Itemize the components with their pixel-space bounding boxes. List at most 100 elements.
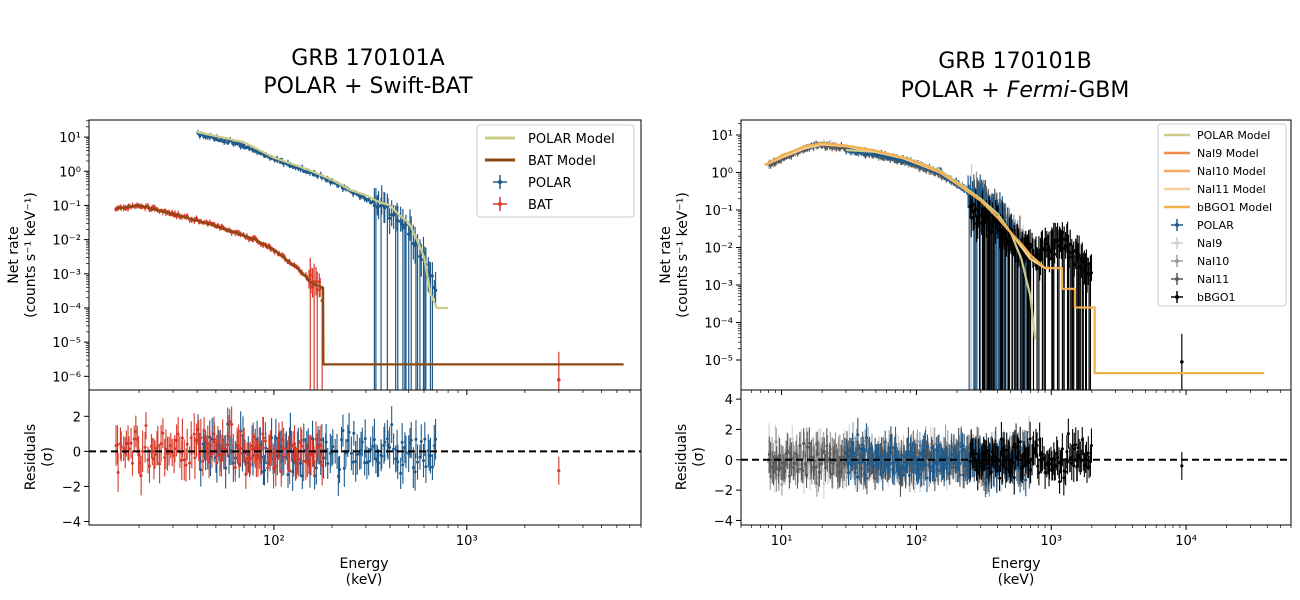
resid-tick-label: 0 xyxy=(725,454,733,469)
data-point xyxy=(1060,230,1064,234)
resid-point xyxy=(219,458,223,462)
left-xlabel-line1: Energy xyxy=(339,556,388,572)
resid-point xyxy=(208,444,212,448)
data-point xyxy=(404,223,408,227)
data-point xyxy=(996,220,1000,225)
resid-point xyxy=(227,434,231,438)
data-point xyxy=(1005,242,1009,246)
resid-point xyxy=(399,471,403,475)
data-point xyxy=(430,274,435,278)
resid-point xyxy=(774,440,778,444)
left-spectrum-plot: 10¹ 10⁰ 10⁻¹ 10⁻² 10⁻³ 10⁻⁴ 10⁻⁵ 10⁻⁶ xyxy=(52,119,642,395)
x-tick-label: 10² xyxy=(263,534,285,549)
data-point xyxy=(399,220,403,224)
resid-point xyxy=(166,452,170,456)
resid-point xyxy=(266,466,270,470)
resid-point xyxy=(794,468,798,472)
resid-point xyxy=(322,456,326,460)
resid-point xyxy=(414,437,418,441)
resid-point xyxy=(180,458,184,462)
resid-point xyxy=(338,467,342,471)
resid-point xyxy=(388,445,392,449)
resid-point xyxy=(176,432,180,436)
data-point xyxy=(989,230,993,234)
right-spectrum-plot: 10¹ 10⁰ 10⁻¹ 10⁻² 10⁻³ 10⁻⁴ 10⁻⁵ xyxy=(704,119,1292,395)
resid-point xyxy=(390,423,394,427)
resid-point xyxy=(318,443,322,447)
data-point xyxy=(999,211,1003,215)
data-point xyxy=(419,257,423,262)
data-point xyxy=(1089,271,1094,275)
resid-point xyxy=(363,437,367,441)
resid-point xyxy=(279,470,283,474)
data-point xyxy=(1077,253,1081,257)
resid-point xyxy=(280,438,284,442)
resid-point xyxy=(297,457,301,461)
resid-point xyxy=(286,473,290,477)
data-point xyxy=(1043,237,1047,241)
resid-point xyxy=(193,456,197,460)
data-point xyxy=(433,288,438,292)
left-resid-label-line2: (σ) xyxy=(40,447,56,467)
resid-point xyxy=(407,452,411,456)
resid-point xyxy=(127,447,131,451)
resid-point xyxy=(409,438,413,442)
resid-tick-label: −2 xyxy=(714,484,733,499)
data-point xyxy=(220,138,224,142)
resid-point xyxy=(216,440,220,444)
resid-point xyxy=(188,461,192,465)
right-title-line2: POLAR + Fermi-GBM xyxy=(901,78,1130,103)
data-point xyxy=(978,214,982,218)
data-point xyxy=(282,161,286,166)
right-ylabel-line1: Net rate xyxy=(658,226,674,283)
resid-point xyxy=(404,450,408,454)
resid-tick-label: 4 xyxy=(725,393,733,408)
right-xlabel-line2: (keV) xyxy=(998,572,1035,588)
resid-point xyxy=(175,438,179,442)
y-tick-label: 10⁻⁴ xyxy=(52,302,81,317)
y-tick-label: 10¹ xyxy=(711,129,733,144)
right-residuals-plot: 4 2 0 −2 −4 10¹ 10² 10³ 10⁴ xyxy=(714,389,1292,549)
resid-point xyxy=(201,459,205,463)
left-ylabel-line1: Net rate xyxy=(6,226,22,283)
resid-tick-label: −2 xyxy=(62,480,81,495)
resid-point xyxy=(195,438,199,442)
resid-point xyxy=(242,443,246,447)
right-ylabel-line2: (counts s⁻¹ keV⁻¹) xyxy=(675,192,691,318)
data-point xyxy=(241,143,245,147)
resid-point xyxy=(146,458,150,462)
resid-point xyxy=(342,466,346,470)
resid-point xyxy=(164,447,168,451)
resid-point xyxy=(392,447,396,451)
data-point xyxy=(310,285,315,289)
resid-point xyxy=(377,461,381,465)
resid-point xyxy=(374,457,378,461)
resid-point xyxy=(263,468,267,472)
resid-point xyxy=(320,463,324,467)
y-tick-label: 10⁻⁴ xyxy=(704,317,733,332)
resid-tick-label: −4 xyxy=(714,514,733,529)
resid-point xyxy=(363,461,367,465)
resid-point xyxy=(295,447,299,451)
resid-tick-label: 0 xyxy=(73,445,81,460)
data-point xyxy=(1180,360,1184,364)
resid-point xyxy=(119,444,123,448)
y-tick-label: 10⁻¹ xyxy=(52,199,81,214)
resid-point xyxy=(302,438,306,442)
y-tick-label: 10⁻² xyxy=(52,234,81,249)
resid-point xyxy=(257,446,261,450)
resid-point xyxy=(251,435,255,439)
resid-point xyxy=(180,436,184,440)
resid-point xyxy=(819,437,823,441)
resid-point xyxy=(915,440,919,444)
resid-point xyxy=(428,454,432,458)
resid-point xyxy=(419,439,423,443)
resid-point xyxy=(256,455,260,459)
resid-point xyxy=(185,442,189,446)
data-point xyxy=(318,287,322,291)
data-point xyxy=(1062,237,1066,241)
data-point xyxy=(980,207,985,211)
resid-point xyxy=(192,432,196,436)
resid-point xyxy=(274,464,278,468)
y-tick-label: 10⁰ xyxy=(711,167,733,182)
